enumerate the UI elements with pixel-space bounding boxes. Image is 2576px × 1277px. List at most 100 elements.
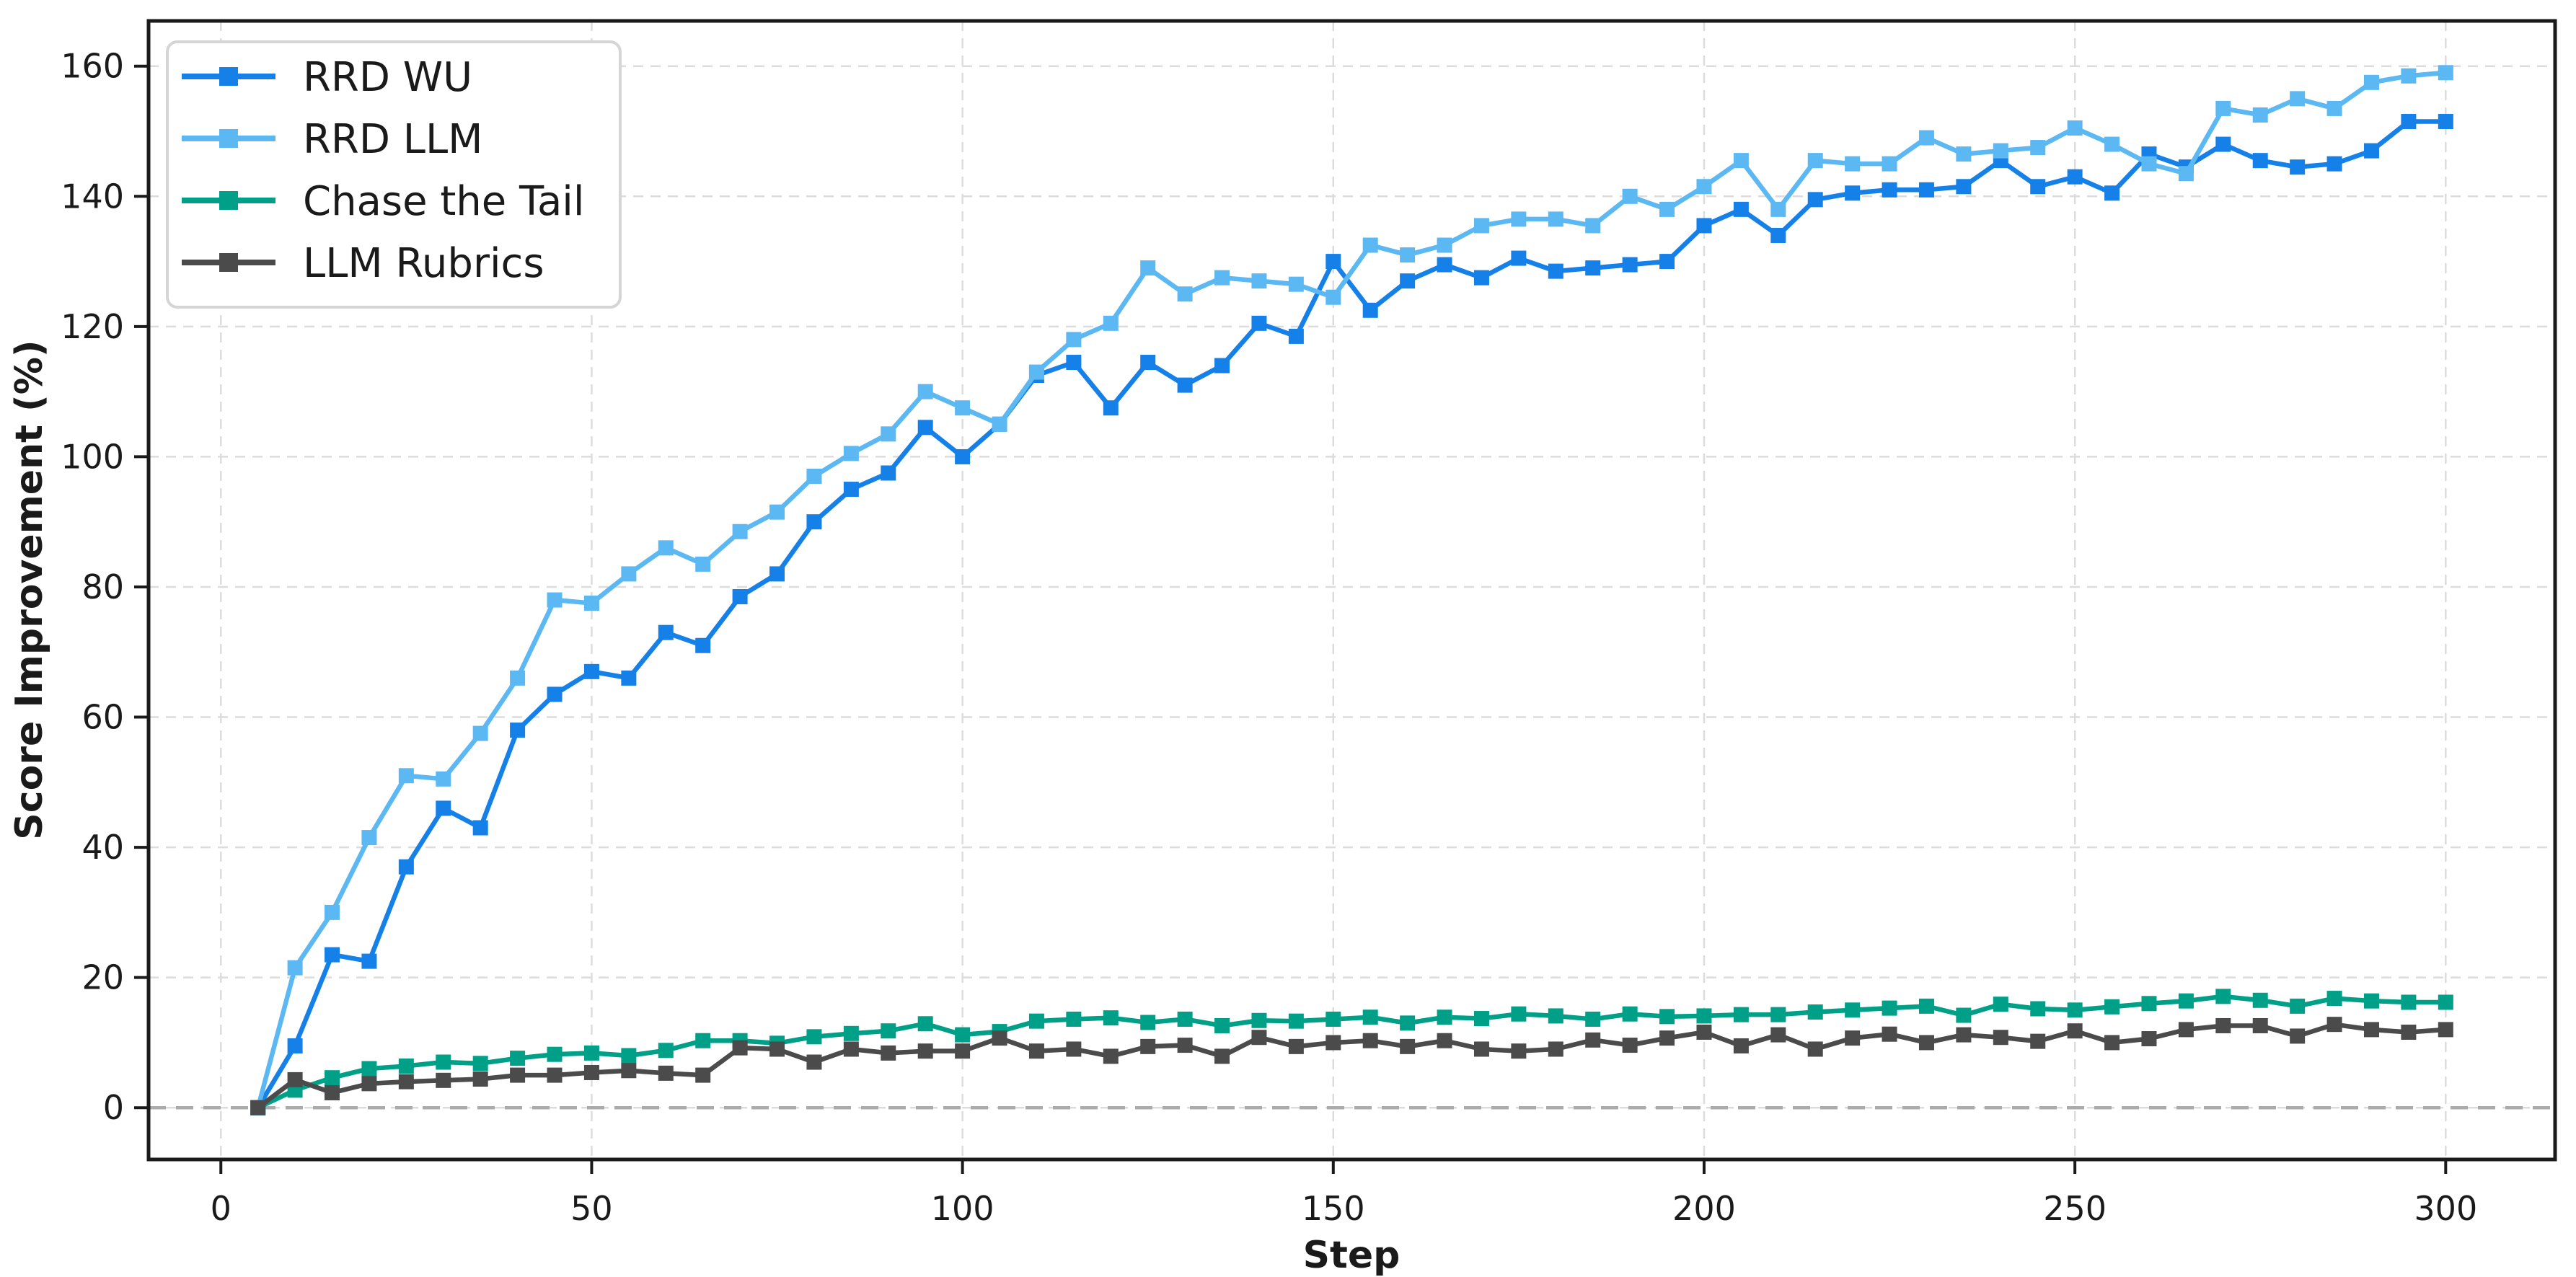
data-point-marker (398, 859, 414, 875)
data-point-marker (1214, 1017, 1230, 1033)
data-point-marker (1511, 1043, 1527, 1059)
data-point-marker (1251, 315, 1267, 331)
data-point-marker (1140, 260, 1156, 276)
data-point-marker (1585, 1032, 1601, 1048)
data-point-marker (881, 1023, 896, 1039)
data-point-marker (1622, 1006, 1638, 1022)
data-point-marker (1140, 355, 1156, 371)
data-point-marker (2401, 994, 2417, 1010)
data-point-marker (325, 1070, 340, 1086)
data-point-marker (2104, 136, 2120, 152)
data-point-marker (1177, 377, 1193, 393)
data-point-marker (1214, 358, 1230, 374)
data-point-marker (1918, 182, 1934, 198)
data-point-marker (510, 723, 526, 738)
data-point-marker (472, 1056, 488, 1071)
data-point-marker (1882, 1026, 1897, 1042)
legend-label: RRD LLM (303, 116, 482, 163)
data-point-marker (1733, 1007, 1749, 1022)
data-point-marker (510, 670, 526, 686)
data-point-marker (1326, 1011, 1341, 1027)
data-point-marker (1511, 211, 1527, 227)
data-point-marker (1956, 146, 1972, 162)
data-point-marker (1251, 1030, 1267, 1046)
data-point-marker (1659, 1030, 1675, 1046)
data-point-marker (806, 514, 822, 530)
data-point-marker (843, 1041, 859, 1057)
data-point-marker (1733, 1038, 1749, 1053)
data-point-marker (1103, 400, 1119, 416)
data-point-marker (2030, 179, 2046, 195)
data-point-marker (843, 482, 859, 498)
data-point-marker (1400, 273, 1416, 289)
data-point-marker (1845, 1030, 1861, 1046)
data-point-marker (1770, 1027, 1786, 1043)
data-point-marker (955, 1043, 971, 1059)
data-point-marker (769, 504, 785, 520)
legend-marker (219, 67, 238, 86)
data-point-marker (2401, 68, 2417, 84)
data-point-marker (1473, 1011, 1489, 1027)
data-point-marker (2326, 100, 2342, 116)
x-tick-label: 250 (2043, 1189, 2107, 1228)
data-point-marker (2438, 65, 2453, 81)
data-point-marker (547, 1067, 563, 1083)
data-point-marker (1028, 1043, 1044, 1059)
data-point-marker (695, 637, 711, 653)
data-point-marker (250, 1100, 266, 1115)
data-point-marker (1028, 364, 1044, 380)
data-point-marker (2326, 1017, 2342, 1033)
data-point-marker (2067, 1023, 2083, 1039)
data-point-marker (1548, 211, 1563, 227)
data-point-marker (1177, 1011, 1193, 1027)
legend-marker (219, 253, 238, 272)
y-axis-label: Score Improvement (%) (8, 340, 51, 839)
data-point-marker (1362, 1009, 1378, 1025)
data-point-marker (1288, 328, 1304, 344)
data-point-marker (1622, 188, 1638, 204)
data-point-marker (769, 1041, 785, 1057)
data-point-marker (1288, 1038, 1304, 1054)
data-point-marker (1807, 1041, 1823, 1057)
data-point-marker (1696, 1025, 1712, 1040)
data-point-marker (1918, 130, 1934, 146)
data-point-marker (583, 1045, 599, 1061)
data-point-marker (325, 904, 340, 920)
data-point-marker (1251, 1012, 1267, 1028)
data-point-marker (1918, 1035, 1934, 1051)
data-point-marker (2363, 143, 2379, 159)
legend-marker (219, 129, 238, 148)
data-point-marker (2252, 107, 2268, 123)
data-point-marker (2178, 166, 2194, 182)
data-point-marker (287, 960, 303, 976)
data-point-marker (658, 1065, 674, 1081)
data-point-marker (472, 725, 488, 741)
data-point-marker (621, 1048, 637, 1064)
data-point-marker (1437, 257, 1452, 273)
x-tick-label: 0 (211, 1189, 231, 1228)
data-point-marker (658, 624, 674, 640)
data-point-marker (1585, 260, 1601, 276)
data-point-marker (1326, 1035, 1341, 1051)
data-point-marker (2363, 1022, 2379, 1038)
legend-box (166, 40, 622, 309)
data-point-marker (1733, 201, 1749, 217)
data-point-marker (2067, 1002, 2083, 1018)
data-point-marker (1362, 302, 1378, 318)
data-point-marker (1733, 153, 1749, 169)
data-point-marker (361, 830, 377, 846)
data-point-marker (881, 465, 896, 481)
data-point-marker (1696, 179, 1712, 195)
data-point-marker (2252, 153, 2268, 169)
data-point-marker (806, 1029, 822, 1045)
data-point-marker (583, 1064, 599, 1080)
data-point-marker (1511, 250, 1527, 266)
data-point-marker (472, 1071, 488, 1087)
y-tick-label: 80 (81, 567, 124, 606)
data-point-marker (1622, 1038, 1638, 1053)
legend-item-chase-the-tail: Chase the Tail (182, 178, 584, 225)
data-point-marker (1400, 247, 1416, 263)
data-point-marker (1622, 257, 1638, 273)
data-point-marker (2290, 91, 2306, 107)
